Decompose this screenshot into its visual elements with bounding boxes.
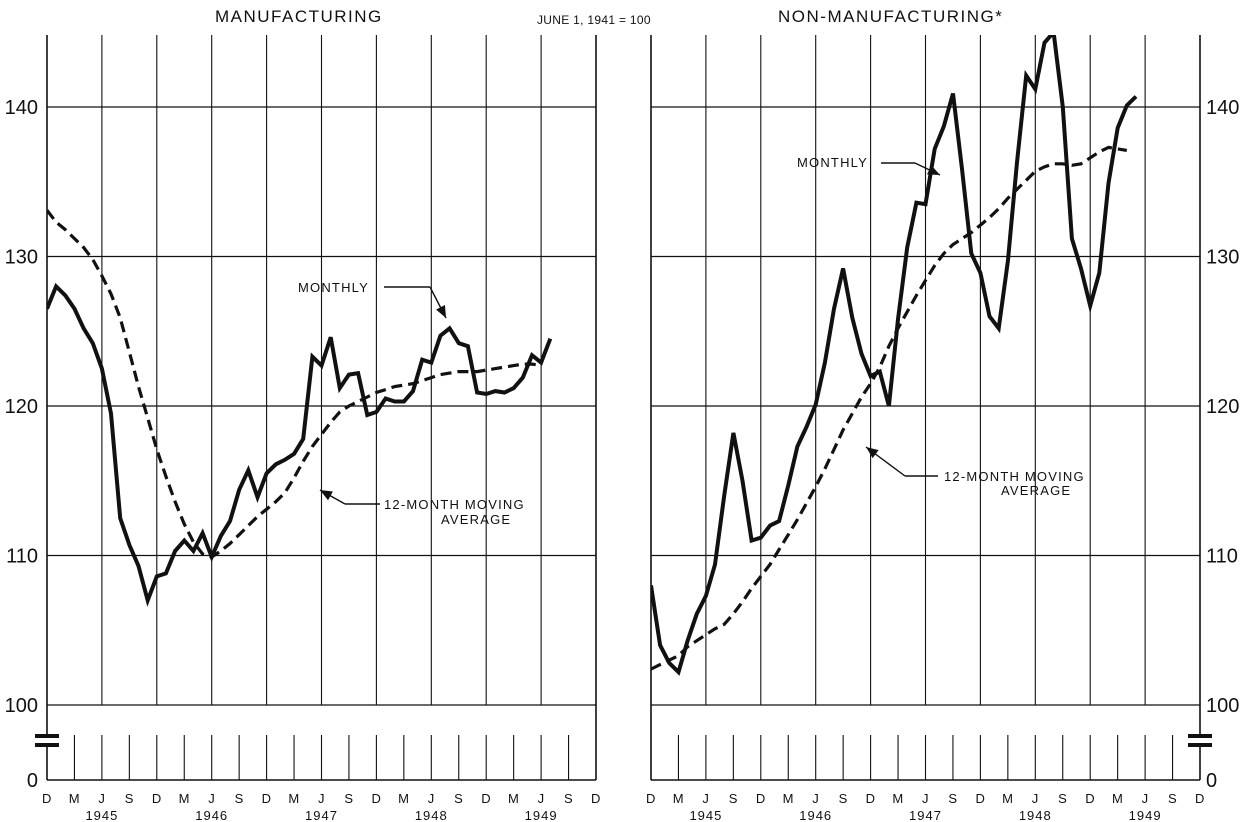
x-tick-label: S: [564, 791, 573, 806]
x-tick-label: S: [948, 791, 957, 806]
x-tick-label: D: [1085, 791, 1095, 806]
x-tick-label: D: [152, 791, 162, 806]
x-tick-label: J: [812, 791, 819, 806]
moving-average-annotation-line1: 12-MONTH MOVING: [944, 469, 1085, 484]
x-year-label: 1947: [909, 808, 942, 822]
x-tick-label: M: [892, 791, 903, 806]
x-tick-label: M: [179, 791, 190, 806]
y-tick-label: 120: [5, 396, 38, 418]
x-tick-label: S: [235, 791, 244, 806]
x-tick-label: D: [591, 791, 601, 806]
x-tick-label: J: [1142, 791, 1149, 806]
manufacturing-title: MANUFACTURING: [215, 7, 383, 26]
non-manufacturing-panel: 0 100 110 120 130 140 D M J S D M J S D M J S D M J S D M J S D 194…: [646, 35, 1239, 822]
y-tick-label: 130: [5, 247, 38, 269]
y-tick-label: 0: [1206, 770, 1217, 792]
x-tick-label: D: [646, 791, 656, 806]
x-year-label: 1945: [689, 808, 722, 822]
moving-average-annotation-line1: 12-MONTH MOVING: [384, 497, 525, 512]
x-tick-label: J: [98, 791, 105, 806]
x-tick-label: S: [1168, 791, 1177, 806]
y-tick-label: 0: [27, 770, 38, 792]
non-manufacturing-title: NON-MANUFACTURING*: [778, 7, 1004, 26]
x-year-label: 1946: [799, 808, 832, 822]
monthly-arrow-head: [927, 165, 940, 175]
x-tick-label: D: [1195, 791, 1205, 806]
moving-average-line: [47, 209, 542, 559]
y-tick-label: 100: [1206, 695, 1239, 717]
x-tick-label: S: [1058, 791, 1067, 806]
x-tick-label: M: [783, 791, 794, 806]
x-tick-label: J: [1032, 791, 1039, 806]
x-tick-label: M: [288, 791, 299, 806]
x-tick-label: M: [508, 791, 519, 806]
x-tick-label: D: [975, 791, 985, 806]
x-tick-label: D: [262, 791, 272, 806]
x-tick-label: S: [454, 791, 463, 806]
x-tick-label: J: [538, 791, 545, 806]
y-tick-label: 130: [1206, 247, 1239, 269]
x-tick-label: D: [481, 791, 491, 806]
x-tick-label: M: [398, 791, 409, 806]
x-tick-label: M: [1002, 791, 1013, 806]
x-tick-label: D: [42, 791, 52, 806]
x-tick-label: S: [125, 791, 134, 806]
moving-average-line: [651, 145, 1128, 671]
x-tick-label: M: [1112, 791, 1123, 806]
x-tick-label: S: [729, 791, 738, 806]
x-tick-label: D: [756, 791, 766, 806]
x-tick-label: J: [208, 791, 215, 806]
x-tick-label: S: [839, 791, 848, 806]
x-tick-label: D: [371, 791, 381, 806]
base-period-note: JUNE 1, 1941 = 100: [537, 13, 651, 27]
moving-average-annotation-line2: AVERAGE: [441, 512, 511, 527]
x-year-label: 1949: [1129, 808, 1162, 822]
x-tick-label: D: [866, 791, 876, 806]
manufacturing-panel: 0 100 110 120 130 140 D M J S D M J S D M J S D M J S D M J S D 194…: [5, 35, 601, 822]
x-tick-label: J: [428, 791, 435, 806]
y-tick-label: 140: [1206, 97, 1239, 119]
x-tick-label: J: [318, 791, 325, 806]
x-tick-label: S: [344, 791, 353, 806]
y-tick-label: 110: [1206, 546, 1238, 568]
moving-average-arrow-head: [866, 447, 879, 459]
monthly-annotation: MONTHLY: [797, 155, 868, 170]
moving-average-arrow-head: [320, 490, 333, 501]
x-year-label: 1948: [1019, 808, 1052, 822]
x-tick-label: M: [69, 791, 80, 806]
x-year-label: 1949: [525, 808, 558, 822]
monthly-line: [651, 35, 1138, 676]
moving-average-annotation-line2: AVERAGE: [1001, 483, 1071, 498]
x-year-label: 1945: [85, 808, 118, 822]
x-tick-label: M: [673, 791, 684, 806]
monthly-line: [47, 282, 553, 607]
x-year-label: 1946: [195, 808, 228, 822]
x-tick-label: J: [922, 791, 929, 806]
y-tick-label: 140: [5, 97, 38, 119]
x-year-label: 1947: [305, 808, 338, 822]
x-tick-label: J: [702, 791, 709, 806]
y-tick-label: 100: [5, 695, 38, 717]
y-tick-label: 120: [1206, 396, 1239, 418]
x-year-label: 1948: [415, 808, 448, 822]
monthly-annotation: MONTHLY: [298, 280, 369, 295]
monthly-arrow-head: [436, 305, 446, 318]
y-tick-label: 110: [6, 546, 38, 568]
